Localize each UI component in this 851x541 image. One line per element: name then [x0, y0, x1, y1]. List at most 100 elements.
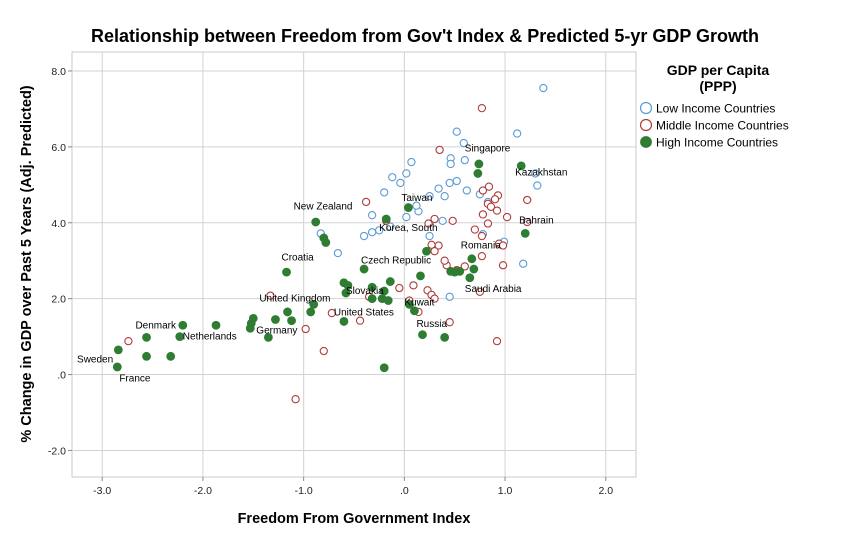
point-middle-income-countries: [266, 291, 275, 300]
point-low-income-countries: [445, 178, 454, 188]
point-middle-income-countries: [478, 210, 488, 219]
point-high-income-countries: [113, 345, 123, 355]
annotation-label: Denmark: [135, 320, 177, 331]
point-low-income-countries: [513, 129, 522, 138]
point-low-income-countries: [396, 178, 405, 188]
point-middle-income-countries: [492, 206, 502, 215]
point-high-income-countries: [367, 282, 377, 292]
point-middle-income-countries: [523, 195, 532, 205]
x-axis-label: Freedom From Government Index: [238, 511, 471, 527]
point-high-income-countries: [306, 307, 316, 317]
point-high-income-countries: [467, 254, 477, 264]
point-high-income-countries: [465, 273, 475, 283]
annotation-label: France: [119, 373, 151, 384]
point-middle-income-countries: [430, 294, 439, 303]
x-tick-label: -3.0: [93, 485, 111, 497]
point-high-income-countries: [520, 228, 530, 238]
point-low-income-countries: [438, 216, 447, 226]
point-low-income-countries: [459, 138, 468, 148]
point-high-income-countries: [469, 264, 479, 274]
annotation-label: Saudi Arabia: [465, 284, 522, 295]
point-high-income-countries: [381, 214, 391, 224]
point-high-income-countries: [516, 161, 526, 171]
point-middle-income-countries: [430, 214, 439, 224]
point-middle-income-countries: [484, 182, 494, 191]
point-high-income-countries: [367, 294, 377, 304]
point-high-income-countries: [321, 238, 331, 247]
legend-label: Middle Income Countries: [656, 119, 789, 133]
y-tick-label: 6.0: [51, 142, 66, 154]
point-middle-income-countries: [477, 104, 487, 113]
annotation-label: Czech Republic: [361, 256, 431, 267]
annotation-label: New Zealand: [294, 201, 353, 212]
legend-marker: [640, 136, 652, 148]
plot-frame: [71, 51, 637, 478]
point-middle-income-countries: [490, 195, 500, 204]
y-tick-label: .0: [57, 370, 66, 382]
point-low-income-countries: [425, 192, 434, 201]
point-low-income-countries: [531, 169, 540, 178]
point-middle-income-countries: [502, 212, 512, 222]
point-annotations: Singapore Kazakhstan Taiwan New Zealand Bahr…: [77, 143, 567, 384]
point-middle-income-countries: [440, 256, 449, 265]
legend: GDP per Capita (PPP) Low Income Countrie…: [639, 62, 789, 150]
legend-label: High Income Countries: [656, 136, 778, 150]
x-tick-label: -2.0: [194, 485, 212, 497]
point-low-income-countries: [462, 186, 471, 195]
annotation-label: Romania: [461, 241, 501, 252]
point-high-income-countries: [440, 332, 450, 342]
point-high-income-countries: [245, 323, 255, 333]
point-high-income-countries: [410, 306, 419, 316]
point-middle-income-countries: [327, 308, 336, 318]
point-low-income-countries: [440, 192, 449, 201]
y-axis-ticks: -2.0 .0 2.0 4.0 6.0 8.0: [48, 66, 72, 457]
y-tick-label: 4.0: [51, 218, 66, 230]
data-points: [112, 83, 548, 404]
point-high-income-countries: [287, 316, 296, 326]
point-middle-income-countries: [319, 346, 328, 356]
chart-title: Relationship between Freedom from Gov't …: [91, 26, 759, 46]
x-tick-label: -1.0: [295, 485, 313, 497]
point-high-income-countries: [359, 264, 369, 274]
annotation-label: Slovakia: [346, 286, 384, 297]
x-tick-label: 1.0: [498, 485, 513, 497]
point-low-income-countries: [452, 127, 461, 136]
point-high-income-countries: [474, 159, 484, 169]
point-middle-income-countries: [448, 216, 457, 226]
y-axis-label: % Change in GDP over Past 5 Years (Adj. …: [19, 85, 35, 442]
point-middle-income-countries: [475, 287, 485, 296]
point-high-income-countries: [142, 351, 151, 361]
point-low-income-countries: [380, 188, 389, 197]
legend-items: Low Income Countries Middle Income Countr…: [639, 101, 789, 150]
point-middle-income-countries: [498, 261, 508, 270]
point-middle-income-countries: [483, 219, 493, 228]
annotation-label: Korea, South: [379, 223, 437, 234]
point-low-income-countries: [359, 231, 369, 241]
legend-marker: [639, 118, 653, 132]
annotation-label: Bahrain: [519, 216, 553, 227]
legend-marker: [639, 101, 653, 115]
point-middle-income-countries: [477, 252, 487, 261]
point-middle-income-countries: [430, 247, 439, 256]
point-low-income-countries: [386, 222, 395, 231]
point-high-income-countries: [422, 246, 431, 256]
point-high-income-countries: [263, 332, 273, 342]
point-high-income-countries: [175, 332, 185, 341]
plot-area: -3.0 -2.0 -1.0.0 1.0 2.0 -2.0.02.04.06.08.0 …: [48, 51, 637, 497]
annotation-label: Kuwait: [404, 297, 434, 308]
point-low-income-countries: [333, 248, 343, 258]
point-middle-income-countries: [361, 197, 371, 207]
point-middle-income-countries: [470, 225, 480, 234]
point-high-income-countries: [450, 267, 460, 277]
point-high-income-countries: [166, 351, 176, 361]
point-middle-income-countries: [477, 231, 487, 241]
point-low-income-countries: [452, 176, 461, 186]
point-high-income-countries: [377, 294, 387, 304]
point-middle-income-countries: [435, 145, 444, 155]
point-high-income-countries: [283, 307, 292, 317]
point-high-income-countries: [112, 362, 122, 372]
point-high-income-countries: [271, 315, 280, 324]
point-high-income-countries: [339, 317, 349, 326]
point-middle-income-countries: [498, 241, 508, 250]
point-middle-income-countries: [424, 219, 433, 228]
